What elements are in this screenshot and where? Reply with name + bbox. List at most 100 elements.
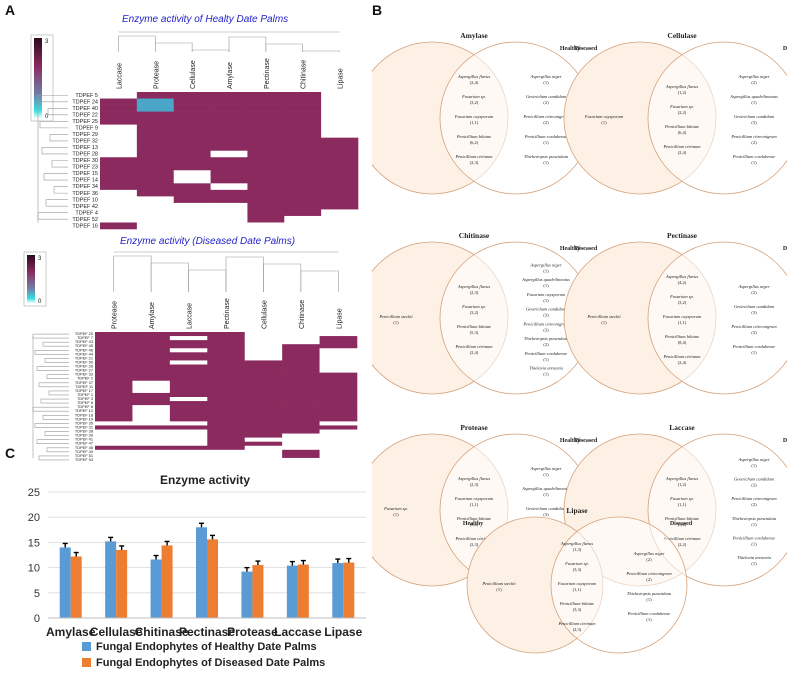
heatmap-cell — [132, 340, 171, 345]
heatmap-cell — [132, 429, 171, 434]
heatmap-cell — [284, 189, 322, 197]
shared-species: Fusarium sp. — [461, 94, 486, 99]
healthy-only-species: Fusarium sp. — [383, 506, 408, 511]
heatmap-cell — [247, 222, 285, 230]
shared-species: Penicillium bilaiae — [456, 516, 491, 521]
heatmap-cell — [100, 111, 138, 119]
heatmap-row-label: TDPEF 20 — [75, 331, 94, 336]
heatmap-column-label: Amylase — [149, 302, 156, 329]
heatmap-cell — [244, 449, 283, 455]
heatmap-cell — [169, 449, 208, 455]
heatmap-cell — [321, 98, 359, 106]
venn-title: Cellulase — [667, 31, 697, 40]
venn-diseased-label: Diseased — [670, 521, 693, 527]
heatmap-cell — [132, 401, 171, 406]
heatmap-cell — [207, 457, 246, 463]
heatmap-column-label: Pectinase — [264, 58, 271, 89]
heatmap-cell — [207, 433, 246, 438]
heatmap-cell — [136, 118, 175, 125]
heatmap-cell — [321, 124, 359, 132]
heatmap-cell — [244, 441, 283, 447]
diseased-only-count: (2) — [543, 342, 549, 347]
heatmap-cell — [173, 189, 211, 197]
shared-count: (6,2) — [470, 140, 479, 146]
shared-species: Penicillium citrinum — [454, 536, 493, 541]
heatmap-cell — [207, 388, 246, 394]
shared-count: (2,3) — [470, 542, 479, 548]
shared-species: Aspergillus flavus — [560, 541, 593, 546]
heatmap-cell — [207, 425, 246, 430]
heatmap-cell — [319, 445, 358, 451]
heatmap-cell — [136, 137, 175, 145]
heatmap-cell — [169, 392, 208, 398]
heatmap-cell — [210, 176, 248, 184]
shared-count: (8,4) — [678, 340, 687, 346]
heatmap-cell — [244, 388, 283, 394]
heatmap-cell — [169, 429, 208, 434]
diseased-only-species: Geotrichum candidum — [734, 477, 775, 482]
heatmap-cell — [173, 170, 211, 178]
heatmap-cell — [244, 380, 283, 386]
heatmap-row-label: TDPEF 45 — [75, 343, 93, 348]
heatmap-cell — [247, 105, 285, 112]
heatmap-row-label: TDPEF 50 — [75, 359, 94, 364]
heatmap-cell — [247, 189, 285, 197]
heatmap-cell — [244, 421, 283, 426]
shared-species: Aspergillus flavus — [665, 476, 698, 481]
diseased-only-species: Aspergillus niger — [738, 284, 770, 289]
shared-count: (3,2) — [678, 300, 687, 306]
heatmap-cell — [282, 437, 320, 442]
diseased-only-count: (1) — [751, 100, 757, 105]
y-tick-label: 10 — [28, 563, 40, 575]
venn-diseased-label: Diseased — [783, 438, 787, 444]
y-tick-label: 15 — [28, 537, 40, 549]
heatmap-row-label: TDPEF 21 — [75, 355, 93, 360]
heatmap-cell — [136, 183, 175, 191]
diseased-only-species: Aspergillus niger — [738, 74, 770, 79]
heatmap-cell — [207, 340, 246, 345]
heatmap-cell — [132, 364, 171, 369]
panel-label-a: A — [5, 2, 16, 18]
heatmap-cell — [132, 457, 171, 463]
healthy-only-species: Fusarium oxysporum — [584, 114, 624, 119]
diseased-only-count: (3) — [543, 313, 549, 318]
heatmap-cell — [244, 356, 283, 361]
heatmap-cell — [207, 368, 246, 373]
shared-count: (2,4) — [678, 150, 687, 156]
heatmap-cell — [207, 336, 246, 341]
heatmap-cell — [136, 157, 175, 165]
heatmap-column-label: Cellulase — [261, 300, 268, 329]
diseased-only-count: (1) — [543, 472, 549, 477]
heatmap-diseased-title: Enzyme activity (Diseased Date Palms) — [120, 236, 296, 247]
heatmap-cell — [247, 144, 285, 152]
shared-count: (2,2) — [678, 110, 687, 116]
diseased-only-species: Aspergillus niger — [530, 466, 562, 471]
heatmap-cell — [319, 336, 358, 341]
heatmap-cell — [136, 98, 175, 106]
heatmap-cell — [247, 98, 285, 106]
venn-title: Pectinase — [667, 231, 698, 240]
heatmap-cell — [173, 144, 211, 152]
x-tick-label: Chitinase — [135, 625, 189, 639]
heatmap-cell — [247, 196, 285, 204]
heatmap-cell — [319, 388, 358, 394]
heatmap-healthy: 3 0 Laccase Protease Cellulase Amylase Pectina… — [30, 31, 359, 230]
bar-chart-title: Enzyme activity — [160, 473, 250, 487]
heatmap-cell — [95, 409, 133, 414]
heatmap-cell — [132, 352, 171, 357]
heatmap-cell — [173, 111, 211, 119]
heatmap-cell — [319, 457, 358, 463]
heatmap-cell — [207, 392, 246, 398]
venn-pectinase: PectinaseHealthyDiseasedPenicillium stec… — [560, 231, 787, 395]
heatmap-cell — [169, 336, 208, 341]
diseased-only-count: (1) — [543, 372, 549, 377]
heatmap-cell — [244, 425, 283, 430]
heatmap-cell — [282, 356, 320, 361]
heatmap-cell — [210, 170, 248, 178]
x-tick-label: Pectinase — [179, 625, 235, 639]
heatmap-cell — [136, 111, 175, 119]
heatmap-row-label: TDPEF 34 — [72, 184, 98, 190]
heatmap-row-label: TDPEF 35 — [75, 420, 93, 425]
heatmap-cell — [100, 144, 138, 152]
heatmap-cell — [95, 376, 133, 382]
